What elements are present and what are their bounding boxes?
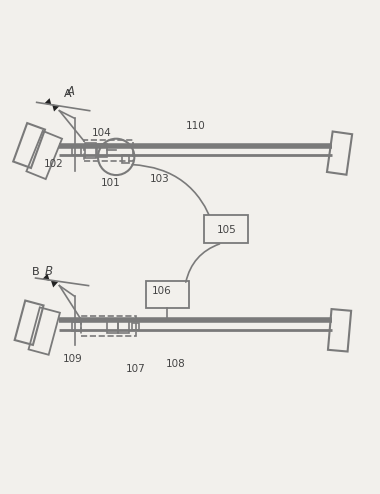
Text: B: B	[32, 267, 40, 277]
Text: 110: 110	[186, 121, 206, 131]
FancyArrowPatch shape	[186, 244, 220, 282]
Text: B: B	[44, 265, 52, 278]
Text: 102: 102	[44, 159, 64, 169]
Polygon shape	[51, 280, 58, 288]
Text: 101: 101	[101, 178, 121, 188]
Text: 106: 106	[152, 286, 172, 295]
Polygon shape	[42, 274, 50, 281]
Text: A: A	[64, 88, 72, 99]
Bar	[107, 320, 118, 333]
Bar	[72, 147, 81, 156]
Bar	[97, 144, 108, 157]
Text: 109: 109	[63, 354, 83, 364]
Bar	[84, 140, 133, 161]
Bar	[72, 323, 81, 330]
Bar	[132, 323, 138, 330]
Polygon shape	[44, 98, 52, 105]
Bar	[119, 321, 129, 332]
Text: 103: 103	[150, 174, 170, 184]
Text: 108: 108	[165, 359, 185, 369]
FancyArrowPatch shape	[132, 165, 214, 226]
Polygon shape	[52, 104, 59, 112]
Bar	[146, 281, 189, 308]
Bar	[204, 214, 248, 243]
Text: 107: 107	[126, 364, 146, 374]
Bar	[81, 316, 136, 335]
Text: A: A	[67, 85, 75, 98]
Bar	[85, 143, 97, 158]
Text: 105: 105	[217, 225, 236, 235]
Text: 104: 104	[92, 128, 111, 138]
Bar	[122, 156, 130, 163]
